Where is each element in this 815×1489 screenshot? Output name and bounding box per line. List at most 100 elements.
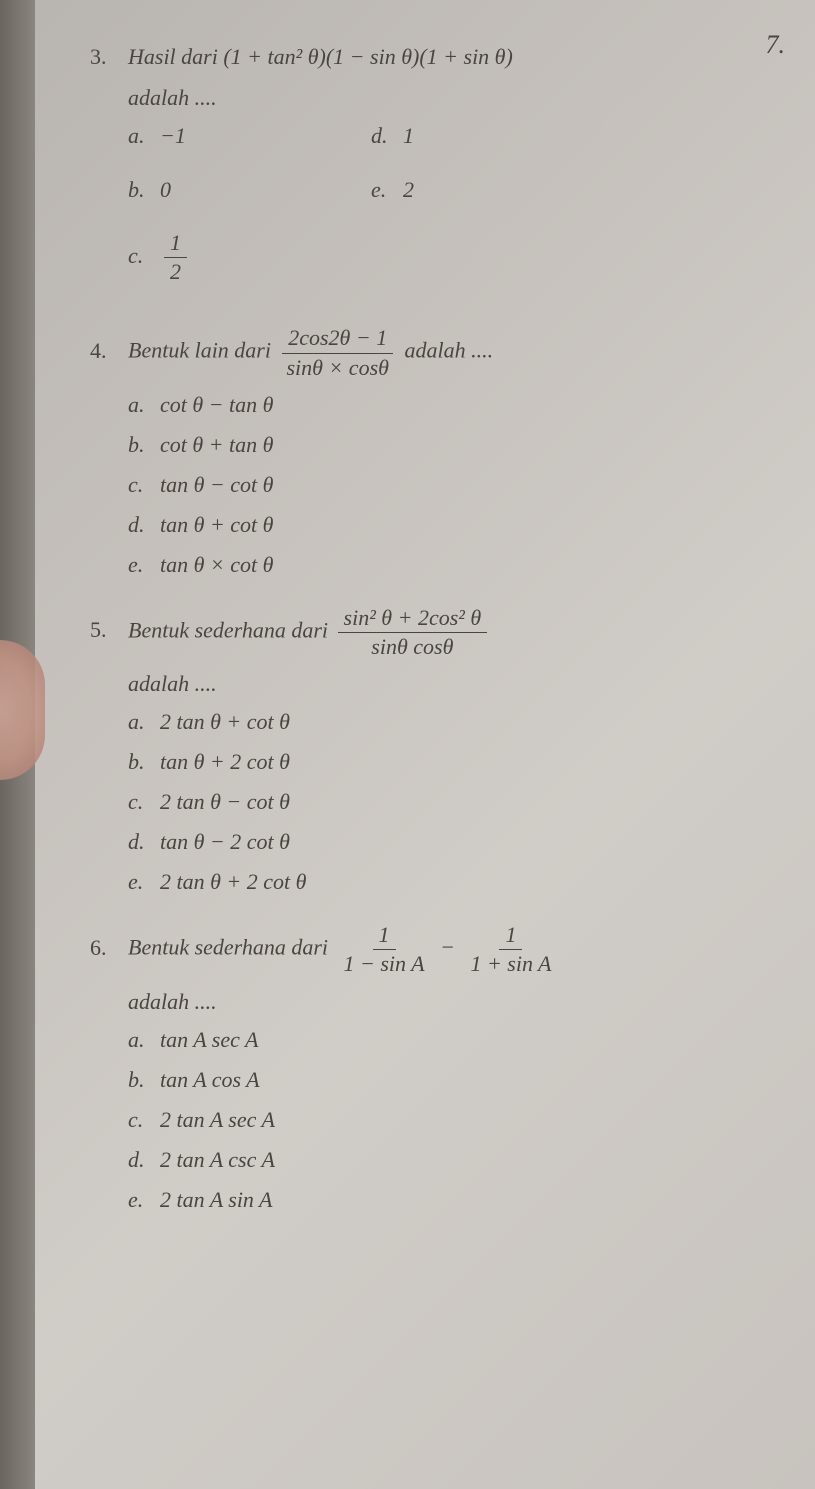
thumb-shadow [0, 640, 45, 780]
option-letter: c. [128, 243, 160, 269]
option-letter: c. [128, 789, 160, 815]
option-text: 1 [403, 123, 414, 149]
options-container: a. cot θ − tan θ b. cot θ + tan θ c. tan… [128, 392, 775, 578]
question-5: 5. Bentuk sederhana dari sin² θ + 2cos² … [90, 606, 775, 895]
option-letter: e. [128, 869, 160, 895]
option-text: 2 tan θ − cot θ [160, 789, 290, 815]
option-text: 1 2 [160, 231, 191, 284]
question-header: 5. Bentuk sederhana dari sin² θ + 2cos² … [90, 606, 775, 659]
option-letter: c. [128, 1107, 160, 1133]
option-c: c. tan θ − cot θ [128, 472, 775, 498]
question-number: 5. [90, 617, 128, 643]
question-number: 4. [90, 338, 128, 364]
fraction-den: 2 [164, 258, 187, 284]
option-text: tan θ + 2 cot θ [160, 749, 290, 775]
fraction-den: 1 + sin A [464, 950, 557, 976]
text-pre: Bentuk lain dari [128, 338, 271, 363]
question-text: Bentuk sederhana dari sin² θ + 2cos² θ s… [128, 606, 491, 659]
options-right-col: d. 1 e. 2 [371, 123, 414, 298]
option-letter: b. [128, 1067, 160, 1093]
option-letter: a. [128, 392, 160, 418]
option-letter: d. [128, 829, 160, 855]
option-c: c. 2 tan A sec A [128, 1107, 775, 1133]
options-container: a. −1 b. 0 c. 1 2 d. 1 [128, 123, 775, 298]
option-letter: b. [128, 749, 160, 775]
option-text: tan θ + cot θ [160, 512, 273, 538]
option-letter: d. [128, 1147, 160, 1173]
option-letter: a. [128, 709, 160, 735]
page-number-right: 7. [766, 30, 786, 60]
option-text: 2 [403, 177, 414, 203]
question-header: 3. Hasil dari (1 + tan² θ)(1 − sin θ)(1 … [90, 40, 775, 73]
question-text-cont: adalah .... [128, 989, 775, 1015]
option-a: a. −1 [128, 123, 191, 149]
option-e: e. 2 [371, 177, 414, 203]
option-d: d. 1 [371, 123, 414, 149]
question-text-cont: adalah .... [128, 671, 775, 697]
option-text: tan A cos A [160, 1067, 260, 1093]
option-c: c. 2 tan θ − cot θ [128, 789, 775, 815]
question-6: 6. Bentuk sederhana dari 1 1 − sin A − 1… [90, 923, 775, 1212]
question-text-cont: adalah .... [128, 85, 775, 111]
fraction-num: 1 [499, 923, 522, 950]
option-text: tan θ − 2 cot θ [160, 829, 290, 855]
option-letter: e. [128, 552, 160, 578]
option-text: tan A sec A [160, 1027, 258, 1053]
fraction: 1 2 [164, 231, 187, 284]
question-text: Bentuk lain dari 2cos2θ − 1 sinθ × cosθ … [128, 326, 493, 379]
question-number: 6. [90, 935, 128, 961]
option-a: a. 2 tan θ + cot θ [128, 709, 775, 735]
option-e: e. 2 tan θ + 2 cot θ [128, 869, 775, 895]
option-letter: b. [128, 432, 160, 458]
option-letter: b. [128, 177, 160, 203]
option-text: tan θ × cot θ [160, 552, 273, 578]
option-c: c. 1 2 [128, 231, 191, 284]
fraction-num: 1 [373, 923, 396, 950]
fraction-num: 1 [164, 231, 187, 258]
option-b: b. tan θ + 2 cot θ [128, 749, 775, 775]
fraction-den: 1 − sin A [338, 950, 431, 976]
question-header: 4. Bentuk lain dari 2cos2θ − 1 sinθ × co… [90, 326, 775, 379]
option-text: cot θ − tan θ [160, 392, 273, 418]
options-container: a. 2 tan θ + cot θ b. tan θ + 2 cot θ c.… [128, 709, 775, 895]
fraction-den: sinθ cosθ [365, 633, 459, 659]
option-d: d. 2 tan A csc A [128, 1147, 775, 1173]
option-text: 0 [160, 177, 171, 203]
option-letter: d. [371, 123, 403, 149]
question-text: Bentuk sederhana dari 1 1 − sin A − 1 1 … [128, 923, 562, 976]
question-number: 3. [90, 44, 128, 70]
option-letter: c. [128, 472, 160, 498]
option-text: 2 tan A sec A [160, 1107, 275, 1133]
text-pre: Bentuk sederhana dari [128, 617, 328, 642]
options-container: a. tan A sec A b. tan A cos A c. 2 tan A… [128, 1027, 775, 1213]
option-letter: e. [128, 1187, 160, 1213]
option-letter: a. [128, 123, 160, 149]
option-b: b. cot θ + tan θ [128, 432, 775, 458]
fraction: 2cos2θ − 1 sinθ × cosθ [280, 326, 394, 379]
option-text: 2 tan A sin A [160, 1187, 272, 1213]
option-d: d. tan θ − 2 cot θ [128, 829, 775, 855]
option-text: 2 tan θ + cot θ [160, 709, 290, 735]
fraction-num: 2cos2θ − 1 [282, 326, 393, 353]
fraction: sin² θ + 2cos² θ sinθ cosθ [338, 606, 488, 659]
minus-sign: − [440, 935, 455, 960]
fraction-num: sin² θ + 2cos² θ [338, 606, 488, 633]
option-letter: d. [128, 512, 160, 538]
option-letter: e. [371, 177, 403, 203]
option-a: a. tan A sec A [128, 1027, 775, 1053]
option-a: a. cot θ − tan θ [128, 392, 775, 418]
fraction-1: 1 1 − sin A [338, 923, 431, 976]
option-b: b. 0 [128, 177, 191, 203]
question-4: 4. Bentuk lain dari 2cos2θ − 1 sinθ × co… [90, 326, 775, 577]
option-text: cot θ + tan θ [160, 432, 273, 458]
fraction-den: sinθ × cosθ [280, 354, 394, 380]
option-text: 2 tan θ + 2 cot θ [160, 869, 306, 895]
text-post: adalah .... [404, 338, 493, 363]
question-3: 3. Hasil dari (1 + tan² θ)(1 − sin θ)(1 … [90, 40, 775, 298]
question-text: Hasil dari (1 + tan² θ)(1 − sin θ)(1 + s… [128, 40, 513, 73]
text-pre: Bentuk sederhana dari [128, 935, 328, 960]
option-text: 2 tan A csc A [160, 1147, 275, 1173]
option-text: tan θ − cot θ [160, 472, 273, 498]
options-left-col: a. −1 b. 0 c. 1 2 [128, 123, 191, 298]
option-letter: a. [128, 1027, 160, 1053]
